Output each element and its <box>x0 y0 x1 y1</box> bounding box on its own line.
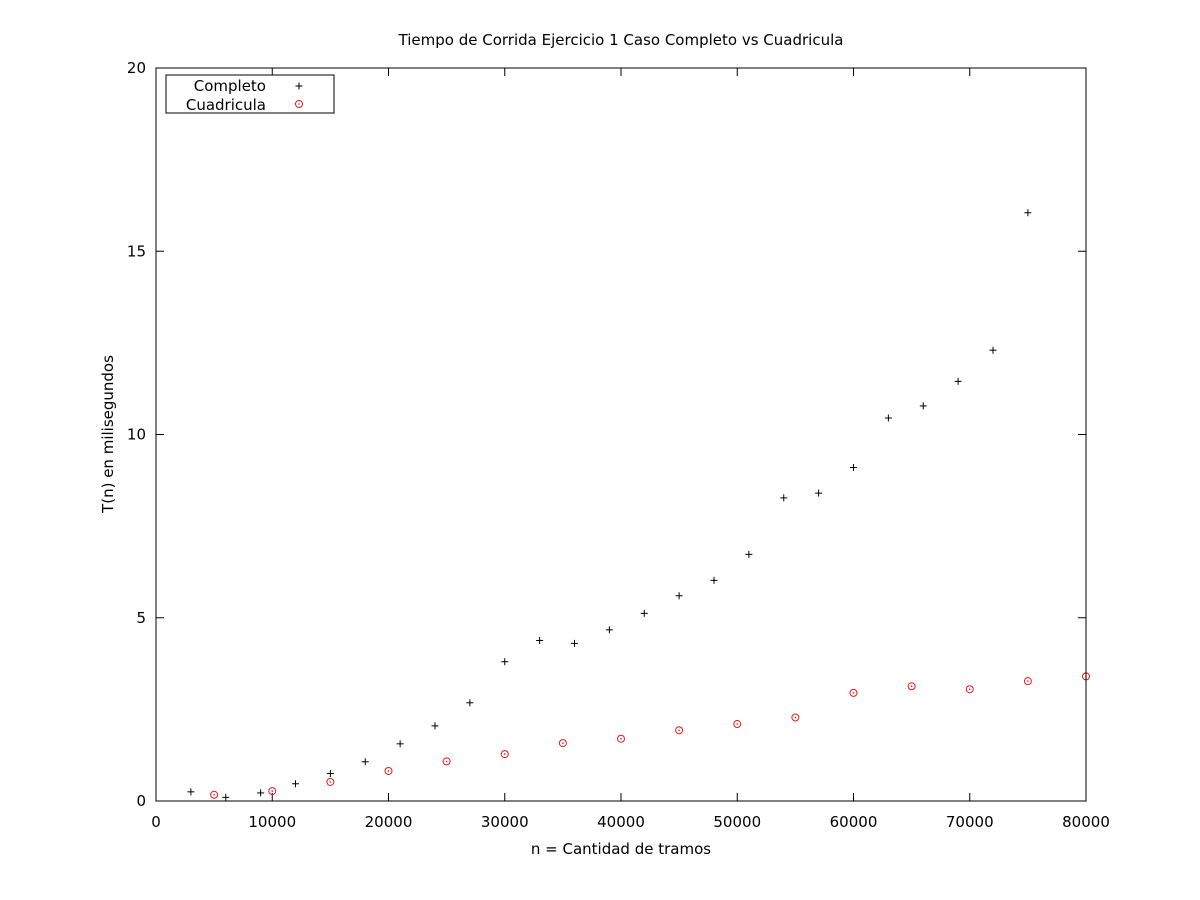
y-tick-label: 0 <box>136 792 146 810</box>
data-point-completo <box>780 494 788 502</box>
legend-marker-completo <box>295 82 303 90</box>
data-point-completo <box>710 576 718 584</box>
chart-title: Tiempo de Corrida Ejercicio 1 Caso Compl… <box>398 31 844 49</box>
x-tick-label: 70000 <box>946 813 994 831</box>
data-point-cuadricula <box>326 777 335 786</box>
x-tick-label: 20000 <box>365 813 413 831</box>
data-point-cuadricula <box>617 734 625 743</box>
x-tick-label: 0 <box>151 813 161 831</box>
data-point-completo <box>187 788 195 796</box>
data-point-completo <box>1024 209 1032 217</box>
data-point-completo <box>815 489 823 497</box>
data-point-cuadricula <box>675 726 684 735</box>
data-point-cuadricula <box>965 685 974 694</box>
x-tick-label: 30000 <box>481 813 529 831</box>
data-point-completo <box>675 592 683 600</box>
y-tick-labels: 0 5 10 15 20 <box>127 59 146 810</box>
x-tick-label: 50000 <box>713 813 761 831</box>
legend-label-cuadricula: Cuadricula <box>186 96 266 114</box>
legend-box <box>165 74 335 114</box>
data-point-cuadricula <box>849 688 858 697</box>
data-point-completo <box>954 377 962 385</box>
data-point-cuadricula <box>791 713 800 722</box>
data-point-completo <box>396 740 404 748</box>
legend-symbol-completo <box>295 82 303 90</box>
data-point-completo <box>326 770 334 778</box>
plot-area <box>187 209 1090 801</box>
data-point-completo <box>919 402 927 410</box>
legend-symbol-cuadricula <box>295 100 303 108</box>
series-completo <box>187 209 1032 801</box>
x-axis-label: n = Cantidad de tramos <box>531 840 711 858</box>
data-point-completo <box>501 658 509 666</box>
x-tick-labels: 0 10000 20000 30000 40000 50000 60000 70000 8000… <box>151 813 1110 831</box>
plot-frame <box>155 67 1087 802</box>
data-point-completo <box>640 609 648 617</box>
data-point-completo <box>292 780 299 788</box>
x-tick-label: 10000 <box>248 813 296 831</box>
x-tick-label: 40000 <box>597 813 645 831</box>
data-point-completo <box>850 463 857 471</box>
data-point-cuadricula <box>210 790 219 799</box>
y-tick-label: 15 <box>127 242 146 260</box>
x-tick-label: 80000 <box>1062 813 1110 831</box>
y-axis-label: T(n) en milisegundos <box>99 355 117 514</box>
data-point-completo <box>605 626 613 634</box>
legend-label-completo: Completo <box>194 77 266 95</box>
data-point-completo <box>571 639 578 647</box>
y-tick-label: 5 <box>136 609 146 627</box>
tick-marks <box>155 67 1087 802</box>
data-point-cuadricula <box>1023 677 1032 686</box>
data-point-completo <box>884 414 892 422</box>
data-point-completo <box>536 636 544 644</box>
data-point-cuadricula <box>907 682 916 691</box>
data-point-cuadricula <box>442 757 451 766</box>
y-tick-label: 10 <box>127 426 146 444</box>
data-point-cuadricula <box>558 739 567 748</box>
data-point-cuadricula <box>733 720 742 729</box>
data-point-completo <box>222 793 230 801</box>
y-tick-label: 20 <box>127 59 146 77</box>
data-point-cuadricula <box>268 787 277 796</box>
series-cuadricula <box>210 672 1090 799</box>
data-point-completo <box>989 346 997 354</box>
data-point-completo <box>361 758 369 766</box>
legend: Completo Cuadricula <box>165 74 335 114</box>
data-point-completo <box>745 550 753 558</box>
legend-marker-cuadricula <box>295 100 303 108</box>
data-point-cuadricula <box>384 766 393 775</box>
x-tick-label: 60000 <box>830 813 878 831</box>
data-point-cuadricula <box>500 750 509 759</box>
data-point-completo <box>466 699 474 707</box>
data-point-completo <box>257 789 265 797</box>
data-point-completo <box>431 722 439 730</box>
